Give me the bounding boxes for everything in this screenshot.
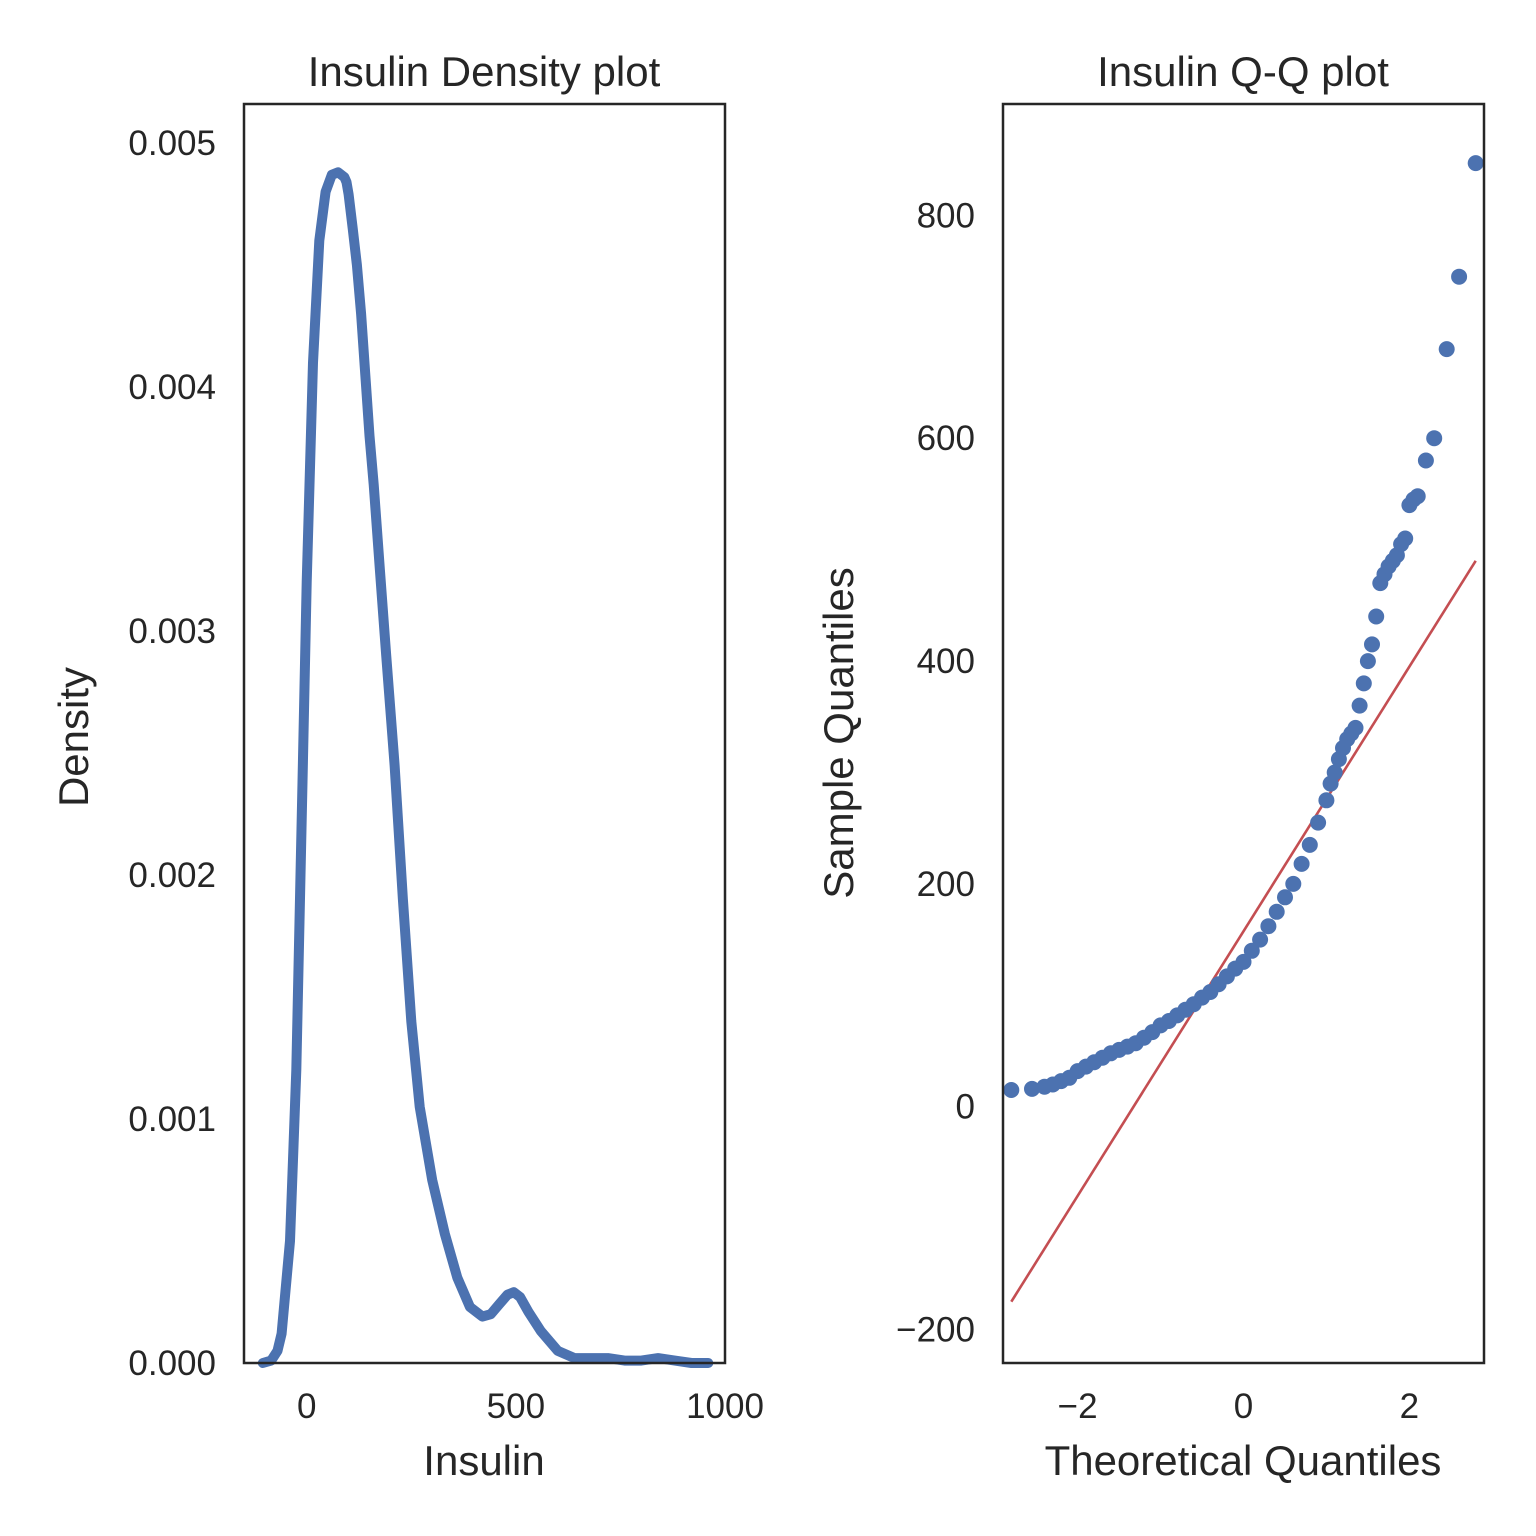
qq-point — [1467, 155, 1484, 172]
density-ytick-label: 0.003 — [128, 612, 216, 651]
qq-point — [1260, 918, 1277, 935]
qq-point — [1268, 903, 1285, 920]
density-ytick-label: 0.001 — [128, 1100, 216, 1139]
qq-xlabel: Theoretical Quantiles — [1045, 1437, 1442, 1484]
qq-panel: Insulin Q-Q plot Theoretical Quantiles S… — [815, 48, 1486, 1484]
qq-point — [1003, 1082, 1020, 1098]
qq-reference-line — [1010, 560, 1477, 1303]
qq-marks — [1003, 155, 1484, 1303]
qq-point — [1409, 488, 1426, 505]
qq-point — [1243, 942, 1260, 959]
qq-ytick-label: 600 — [917, 419, 975, 458]
density-ytick-label: 0.005 — [128, 124, 216, 163]
qq-point — [1235, 953, 1252, 970]
density-axes-frame — [242, 102, 727, 1365]
qq-point — [1301, 836, 1318, 853]
qq-point — [1451, 268, 1468, 285]
density-xtick-label: 500 — [487, 1387, 545, 1426]
qq-ytick-label: 200 — [917, 865, 975, 904]
density-ytick-label: 0.000 — [128, 1344, 216, 1383]
qq-point — [1024, 1080, 1040, 1097]
qq-axes-frame — [1001, 102, 1486, 1365]
qq-point — [1326, 764, 1343, 781]
qq-point — [1417, 452, 1434, 469]
qq-ytick-label: 0 — [956, 1088, 975, 1127]
qq-xtick-label: 2 — [1400, 1387, 1419, 1426]
density-marks — [257, 167, 714, 1368]
qq-point — [1426, 430, 1443, 447]
density-xlabel: Insulin — [423, 1437, 544, 1484]
qq-point — [1397, 530, 1414, 547]
qq-point — [1277, 889, 1293, 906]
density-ylabel: Density — [50, 667, 97, 807]
density-ytick-label: 0.002 — [128, 856, 216, 895]
qq-ticks: −2 0 2 −200 0 200 400 600 800 — [896, 196, 1419, 1426]
qq-point — [1359, 653, 1376, 670]
qq-xtick-label: −2 — [1058, 1387, 1098, 1426]
density-ytick-label: 0.004 — [128, 368, 216, 407]
qq-point — [1310, 814, 1327, 831]
density-panel: Insulin Density plot Insulin Density 0 50… — [50, 48, 764, 1484]
qq-point — [1252, 931, 1269, 948]
qq-point — [1347, 719, 1364, 736]
density-xtick-label: 0 — [297, 1387, 316, 1426]
qq-point — [1355, 675, 1372, 692]
qq-point — [1364, 636, 1380, 653]
density-xtick-label: 1000 — [686, 1387, 764, 1426]
density-title: Insulin Density plot — [308, 48, 661, 95]
density-curve — [257, 167, 714, 1368]
density-ticks: 0 500 1000 0.000 0.001 0.002 0.003 0.004 0.005 — [128, 124, 764, 1426]
qq-point — [1351, 697, 1368, 714]
qq-point — [1438, 341, 1455, 358]
qq-point — [1368, 608, 1385, 625]
qq-point — [1318, 792, 1335, 809]
qq-ytick-label: 800 — [917, 196, 975, 235]
qq-ytick-label: 400 — [917, 642, 975, 681]
qq-point — [1285, 875, 1302, 892]
qq-ytick-label: −200 — [896, 1311, 975, 1350]
qq-ylabel: Sample Quantiles — [815, 567, 862, 899]
qq-title: Insulin Q-Q plot — [1097, 48, 1389, 95]
qq-xtick-label: 0 — [1234, 1387, 1253, 1426]
qq-point — [1293, 855, 1310, 872]
